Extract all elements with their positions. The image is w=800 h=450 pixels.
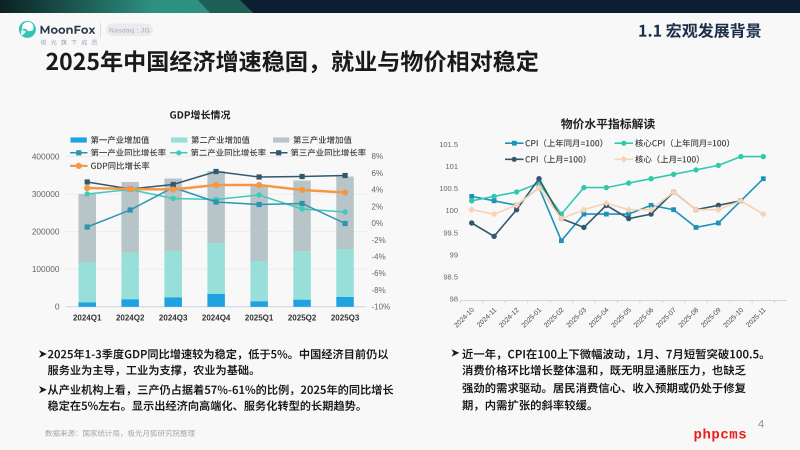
- svg-text:99: 99: [450, 250, 458, 259]
- svg-text:2024Q2: 2024Q2: [116, 313, 145, 322]
- svg-text:2025Q2: 2025Q2: [288, 313, 317, 322]
- svg-text:200000: 200000: [32, 227, 60, 237]
- svg-text:2024Q3: 2024Q3: [159, 313, 188, 322]
- svg-text:phpcms: phpcms: [694, 427, 748, 443]
- svg-text:Nasdaq : JG: Nasdaq : JG: [109, 27, 150, 34]
- svg-text:6%: 6%: [372, 169, 384, 178]
- svg-text:98: 98: [450, 295, 458, 304]
- svg-text:8%: 8%: [372, 152, 384, 161]
- svg-text:98.5: 98.5: [443, 273, 458, 282]
- svg-text:2024Q4: 2024Q4: [202, 313, 231, 322]
- svg-text:4: 4: [758, 419, 764, 431]
- svg-text:-4%: -4%: [372, 252, 386, 261]
- svg-text:-8%: -8%: [372, 286, 386, 295]
- svg-text:2025Q3: 2025Q3: [331, 313, 360, 322]
- svg-text:4%: 4%: [372, 186, 384, 195]
- svg-text:300000: 300000: [32, 189, 60, 199]
- svg-text:2024Q1: 2024Q1: [73, 313, 102, 322]
- svg-text:101: 101: [445, 162, 458, 171]
- svg-text:2025Q1: 2025Q1: [245, 313, 274, 322]
- svg-text:2%: 2%: [372, 202, 384, 211]
- svg-text:100.5: 100.5: [439, 184, 458, 193]
- svg-text:-6%: -6%: [372, 269, 386, 278]
- svg-text:100: 100: [445, 206, 458, 215]
- svg-text:-10%: -10%: [372, 303, 391, 312]
- svg-text:-2%: -2%: [372, 236, 386, 245]
- svg-text:0: 0: [55, 302, 60, 312]
- svg-text:400000: 400000: [32, 151, 60, 161]
- svg-text:101.5: 101.5: [439, 140, 458, 149]
- svg-text:0%: 0%: [372, 219, 384, 228]
- svg-text:100000: 100000: [32, 264, 60, 274]
- svg-text:99.5: 99.5: [443, 228, 458, 237]
